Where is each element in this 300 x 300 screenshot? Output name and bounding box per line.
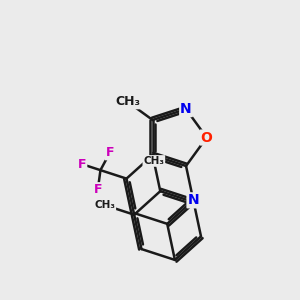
Text: O: O [201, 130, 213, 145]
Text: N: N [180, 102, 192, 116]
Text: CH₃: CH₃ [94, 200, 115, 210]
Text: F: F [78, 158, 86, 171]
Text: F: F [94, 183, 102, 196]
Text: N: N [188, 193, 199, 207]
Text: CH₃: CH₃ [143, 156, 164, 166]
Text: CH₃: CH₃ [115, 95, 140, 108]
Text: F: F [106, 146, 114, 159]
